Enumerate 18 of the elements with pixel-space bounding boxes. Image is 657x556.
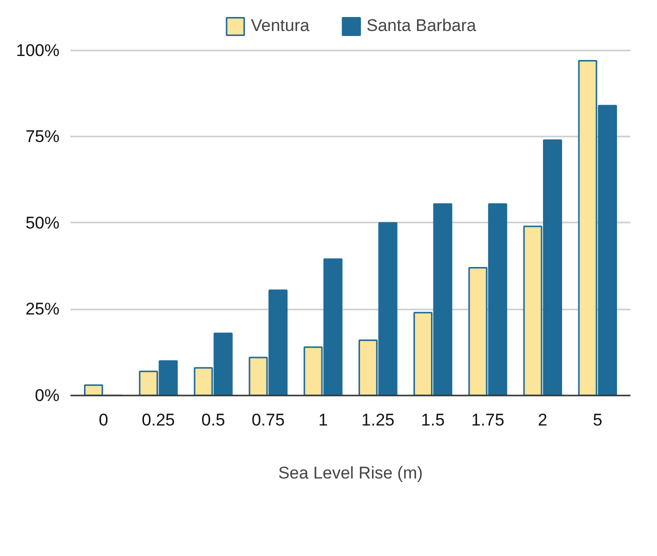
x-tick-label: 5	[592, 410, 602, 430]
y-tick-label: 100%	[16, 40, 60, 60]
x-tick-label: 1.25	[361, 410, 394, 430]
legend-label: Ventura	[250, 16, 310, 36]
x-tick-label: 1.75	[471, 410, 504, 430]
x-tick-label: 0.75	[252, 410, 285, 430]
x-tick-label: 1	[318, 410, 328, 430]
x-tick-label: 1.5	[421, 410, 445, 430]
x-tick-label: 0.25	[142, 410, 175, 430]
x-tick-label: 2	[538, 410, 548, 430]
y-tick-label: 25%	[25, 300, 60, 319]
x-tick-label: 0.5	[201, 410, 226, 430]
legend-label: Santa Barbara	[366, 16, 476, 36]
y-tick-label: 50%	[25, 213, 60, 232]
y-tick-label: 75%	[25, 127, 60, 146]
x-tick-label: 0	[98, 410, 108, 430]
y-tick-label: 0%	[34, 386, 60, 405]
x-axis-title: Sea Level Rise (m)	[278, 464, 423, 482]
